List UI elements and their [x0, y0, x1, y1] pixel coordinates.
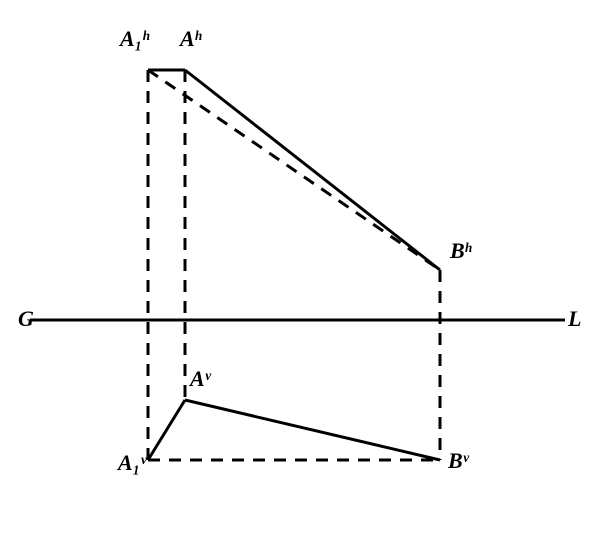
line-Ah-Bh: [185, 70, 440, 270]
label-Ah: Aʰ: [180, 26, 201, 52]
label-Bh: Bʰ: [450, 238, 471, 264]
projection-diagram: [0, 0, 600, 551]
label-Av: Aᵛ: [190, 366, 210, 392]
label-A1v: A₁ᵛ: [118, 450, 146, 476]
label-G: G: [18, 306, 34, 332]
line-A1v-Av: [148, 400, 185, 460]
line-Av-Bv: [185, 400, 440, 460]
label-L: L: [568, 306, 581, 332]
label-A1h: A₁ʰ: [120, 26, 149, 52]
label-Bv: Bᵛ: [448, 448, 468, 474]
line-A1h-Bh: [148, 70, 440, 270]
